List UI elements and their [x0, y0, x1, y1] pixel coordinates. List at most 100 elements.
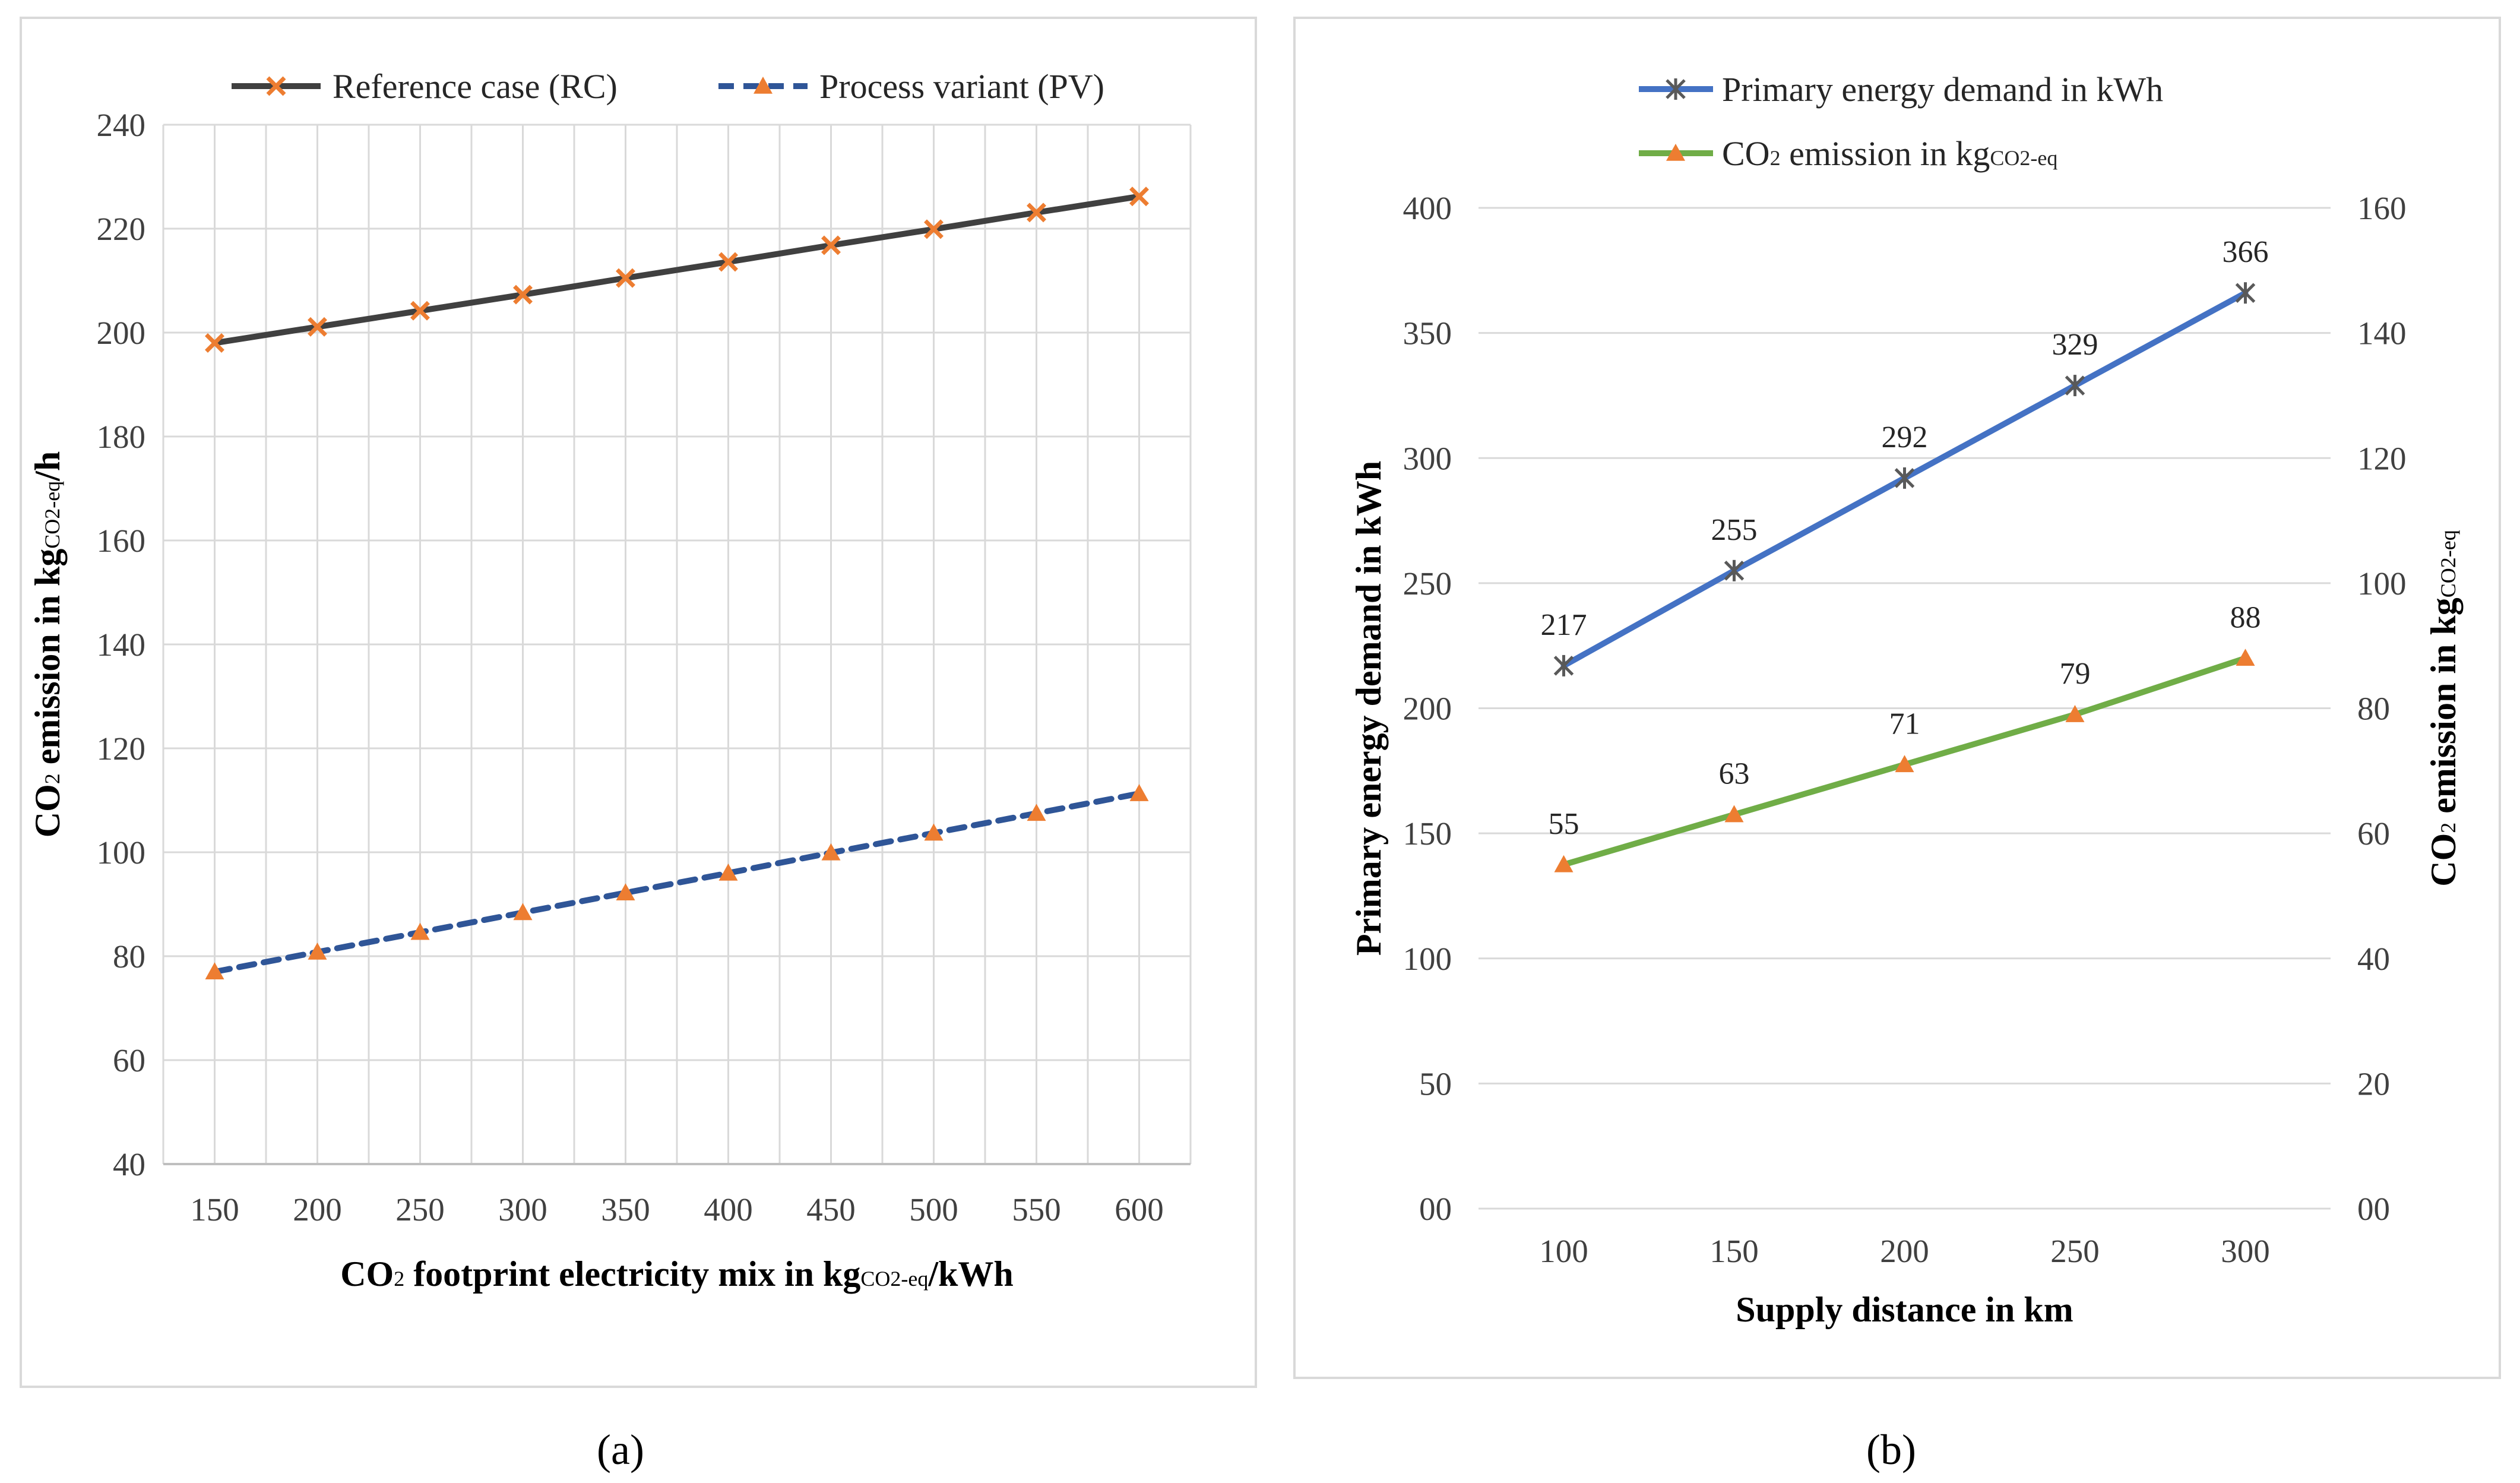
chart-a-point [718, 252, 738, 272]
chart-a-ylabel: CO2 emission in kgCO2-eq/h [28, 451, 67, 837]
chart-a-point [1129, 784, 1149, 801]
legend-a-rc-marker-b [266, 76, 286, 96]
chart-b-point [1895, 755, 1914, 773]
chart-a-xtick: 450 [806, 1191, 856, 1228]
chart-b-xlabel: Supply distance in km [1736, 1290, 2073, 1329]
chart-a-ytick: 120 [97, 731, 146, 767]
legend-a-pv-label: Process variant (PV) [819, 67, 1104, 106]
chart-a-point [821, 843, 841, 861]
chart-a-xtick: 500 [909, 1191, 958, 1228]
chart-a-point [410, 301, 430, 321]
chart-b-point [2236, 649, 2255, 666]
chart-b-yright-tick: 20 [2357, 1065, 2390, 1102]
chart-a-xtick: 350 [601, 1191, 650, 1228]
chart-a-point-b [205, 333, 224, 353]
chart-a-point-b [616, 268, 635, 288]
chart-b-point [1724, 805, 1744, 823]
chart-b-yright-tick: 80 [2357, 691, 2390, 727]
chart-b-yleft-tick: 350 [1403, 315, 1452, 352]
chart-b-yleft-tick: 200 [1403, 691, 1452, 727]
chart-b-data-label: 55 [1549, 807, 1579, 841]
chart-b-data-label: 366 [2223, 235, 2269, 269]
chart-a-ytick: 80 [113, 938, 145, 975]
chart-a-point-b [1027, 203, 1046, 223]
chart-a-point [821, 235, 841, 255]
chart-b-yright-tick: 100 [2357, 565, 2407, 602]
chart-a-point [1027, 804, 1046, 821]
chart-a-point [718, 864, 738, 881]
chart-b-frame [1293, 17, 2501, 1379]
legend-b-co2-marker [1666, 144, 1685, 161]
chart-b-ylabel-left: Primary energy demand in kWh [1349, 461, 1388, 956]
chart-a-ytick: 100 [97, 834, 146, 871]
chart-a-point [616, 883, 635, 901]
chart-a-series-line-1 [211, 790, 1142, 975]
chart-a-ytick: 180 [97, 419, 146, 455]
legend-a-pv-marker [754, 77, 773, 94]
panel-label-a: (a) [597, 1426, 644, 1473]
legend-b-co2-label: CO2 emission in kgCO2-eq [1722, 134, 2057, 173]
chart-a-point [308, 317, 327, 337]
chart-b-data-label: 292 [1882, 420, 1928, 454]
chart-b-point [1724, 559, 1745, 581]
chart-a-point [513, 284, 533, 305]
chart-b-yright-tick: 120 [2357, 440, 2407, 476]
chart-b-yright-tick: 60 [2357, 815, 2390, 852]
chart-b-xtick: 300 [2221, 1233, 2270, 1269]
chart-b-point [1553, 654, 1574, 676]
chart-b-xtick: 150 [1709, 1233, 1759, 1269]
legend-a-rc-label: Reference case (RC) [333, 67, 618, 106]
chart-b-yleft-tick: 150 [1403, 815, 1452, 852]
chart-a-xtick: 600 [1115, 1191, 1164, 1228]
chart-b-point [2065, 375, 2085, 397]
chart-b-data-label: 71 [1889, 707, 1920, 741]
legend-b-energy-label: Primary energy demand in kWh [1722, 70, 2163, 109]
chart-b-yright-tick: 00 [2357, 1191, 2390, 1227]
chart-a-ytick: 40 [113, 1146, 145, 1182]
chart-a-point [410, 922, 430, 940]
chart-b-yleft-tick: 50 [1419, 1065, 1452, 1102]
panel-label-b: (b) [1866, 1426, 1916, 1473]
chart-a-ytick: 60 [113, 1042, 145, 1079]
chart-b-yright-tick: 140 [2357, 315, 2407, 352]
chart-b-yleft-tick: 400 [1403, 190, 1452, 226]
chart-b-xtick: 100 [1539, 1233, 1588, 1269]
chart-a-xtick: 250 [395, 1191, 445, 1228]
chart-b-ylabel-right: CO2 emission in kgCO2-eq [2424, 530, 2463, 886]
chart-b-yleft-tick: 300 [1403, 440, 1452, 476]
chart-b-point [2235, 282, 2256, 304]
chart-a-point-b [410, 301, 430, 321]
chart-a: 40 60 80 100 120 140 160 180 200 220 240 150 200 250 3… [20, 17, 1257, 1473]
chart-a-point [924, 823, 944, 841]
chart-a-point [1129, 186, 1149, 207]
chart-b-yright-tick: 160 [2357, 190, 2407, 226]
chart-a-ytick: 140 [97, 627, 146, 663]
chart-a-xtick: 150 [190, 1191, 239, 1228]
chart-b-point [1554, 855, 1574, 872]
chart-a-point [308, 943, 327, 960]
chart-b-data-label: 217 [1541, 608, 1587, 642]
chart-a-point-b [821, 235, 841, 255]
chart-b-yright-tick: 40 [2357, 941, 2390, 977]
chart-a-point-b [718, 252, 738, 272]
chart-a-xtick: 400 [704, 1191, 753, 1228]
chart-a-point [1027, 203, 1046, 223]
chart-a-point [513, 903, 533, 921]
chart-b-xtick: 250 [2050, 1233, 2100, 1269]
legend-b-energy-marker [1666, 78, 1686, 100]
chart-b-point [1894, 467, 1915, 489]
chart-b-data-label: 329 [2052, 328, 2098, 362]
chart-a-ytick: 160 [97, 523, 146, 559]
chart-a-xtick: 200 [293, 1191, 342, 1228]
chart-a-xtick: 300 [498, 1191, 547, 1228]
chart-b-xtick: 200 [1880, 1233, 1929, 1269]
chart-b-yleft-tick: 00 [1419, 1191, 1452, 1227]
chart-a-ytick: 240 [97, 107, 146, 143]
chart-a-point [205, 333, 224, 353]
chart-a-point-b [308, 317, 327, 337]
chart-b-data-label: 88 [2230, 600, 2261, 634]
chart-b: 00 50 100 150 200 250 300 350 400 00 20 40 60 80 100 12… [1293, 17, 2501, 1473]
chart-a-ytick: 220 [97, 211, 146, 247]
chart-a-point-b [1129, 186, 1149, 207]
chart-b-data-label: 79 [2060, 657, 2091, 691]
